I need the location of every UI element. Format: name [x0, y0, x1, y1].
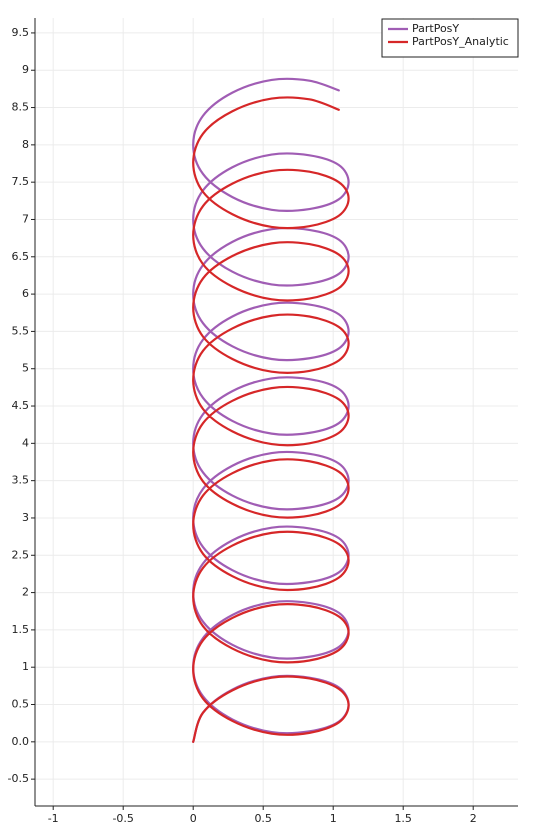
- x-tick-label: 0.5: [254, 812, 272, 825]
- y-tick-label: 4.5: [12, 399, 30, 412]
- y-tick-label: 8: [22, 138, 29, 151]
- y-tick-label: 9: [22, 63, 29, 76]
- x-tick-label: 0: [190, 812, 197, 825]
- y-tick-label: 4: [22, 436, 29, 449]
- y-tick-label: 6: [22, 287, 29, 300]
- x-tick-label: 1.5: [394, 812, 412, 825]
- y-tick-label: 1: [22, 660, 29, 673]
- y-tick-label: 6.5: [12, 250, 30, 263]
- y-tick-label: -0.5: [8, 772, 29, 785]
- grid: [35, 18, 518, 806]
- y-tick-label: 5: [22, 362, 29, 375]
- series-line: [192, 77, 350, 743]
- y-tick-label: 5.5: [12, 324, 30, 337]
- y-tick-label: 9.5: [12, 26, 30, 39]
- y-tick-label: 3: [22, 511, 29, 524]
- x-tick-label: 1: [330, 812, 337, 825]
- series-line: [192, 96, 350, 743]
- y-tick-label: 0.5: [12, 698, 30, 711]
- y-tick-label: 3.5: [12, 474, 30, 487]
- y-tick-label: 7: [22, 212, 29, 225]
- plot-lines: [192, 77, 350, 743]
- legend-label: PartPosY: [412, 22, 459, 35]
- y-tick-label: 7.5: [12, 175, 30, 188]
- ticks: -0.5 0.0 0.5 1 1.5 2 2.5 3 3.5 4 4.5 5 5.5 6 6.5 7 7.5 8 8…: [8, 26, 477, 825]
- x-tick-label: 2: [470, 812, 477, 825]
- legend-box: [381, 18, 519, 58]
- y-tick-label: 1.5: [12, 623, 30, 636]
- y-tick-label: 2: [22, 586, 29, 599]
- x-tick-label: -0.5: [112, 812, 133, 825]
- y-tick-label: 2.5: [12, 548, 30, 561]
- x-tick-label: -1: [48, 812, 59, 825]
- legend-label: PartPosY_Analytic: [412, 35, 509, 48]
- y-tick-label: 0.0: [12, 735, 30, 748]
- y-tick-label: 8.5: [12, 101, 30, 114]
